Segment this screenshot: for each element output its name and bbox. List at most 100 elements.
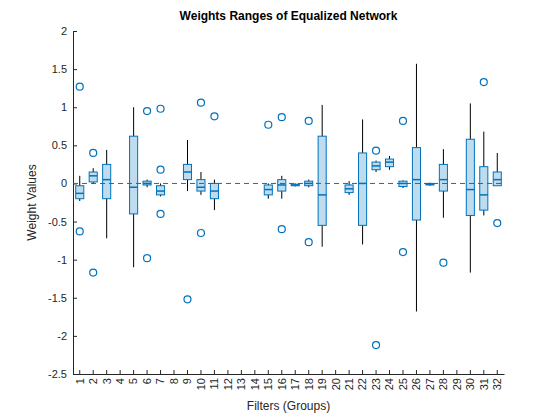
x-tick-label: 30	[464, 378, 476, 390]
upper-whisker	[281, 176, 282, 180]
y-tick-label: 2	[61, 25, 67, 37]
upper-whisker	[443, 149, 444, 164]
x-tick-mark	[295, 370, 296, 374]
median	[345, 188, 353, 190]
x-tick-label: 20	[329, 378, 341, 390]
box	[89, 172, 97, 182]
x-tick: 7	[154, 370, 166, 384]
outlier	[305, 239, 312, 246]
x-tick-mark	[456, 370, 457, 374]
box	[183, 164, 191, 179]
x-tick: 30	[464, 370, 476, 390]
x-tick-label: 24	[383, 378, 395, 390]
box-group	[130, 107, 138, 267]
box	[278, 180, 286, 191]
outlier	[494, 220, 501, 227]
x-tick-mark	[416, 370, 417, 374]
y-tick: 1.5	[52, 63, 77, 75]
x-tick-mark	[120, 370, 121, 374]
box	[399, 181, 407, 186]
box-group	[264, 183, 272, 198]
x-tick-label: 32	[491, 378, 503, 390]
x-tick: 10	[195, 370, 207, 390]
box	[359, 153, 367, 225]
box-group	[183, 140, 191, 191]
box-group	[210, 180, 218, 210]
lower-whisker	[268, 195, 269, 199]
median	[143, 183, 151, 185]
y-axis-title: Weight Values	[25, 164, 39, 240]
x-axis-title: Filters (Groups)	[247, 399, 330, 413]
x-tick: 20	[329, 370, 341, 390]
x-tick: 11	[208, 370, 220, 389]
x-tick-mark	[200, 370, 201, 374]
box	[385, 159, 393, 167]
x-tick-label: 8	[168, 378, 180, 384]
x-tick: 13	[235, 370, 247, 390]
x-tick-mark	[322, 370, 323, 374]
y-tick: -2	[57, 330, 77, 342]
x-tick-mark	[147, 370, 148, 374]
x-tick-label: 3	[101, 378, 113, 384]
outlier	[399, 117, 406, 124]
box	[103, 164, 111, 198]
x-tick: 22	[356, 370, 368, 390]
upper-whisker	[214, 180, 215, 184]
box	[130, 136, 138, 214]
box-group	[493, 153, 501, 186]
median	[426, 183, 434, 185]
x-tick-mark	[483, 370, 484, 374]
box	[345, 185, 353, 193]
lower-whisker	[483, 210, 484, 215]
x-tick-mark	[133, 370, 134, 374]
x-tick-label: 29	[451, 378, 463, 390]
x-tick: 16	[276, 370, 288, 390]
median	[372, 165, 380, 167]
box-group	[291, 183, 299, 186]
y-tick: 2	[61, 25, 77, 37]
box-group	[103, 150, 111, 238]
y-tick-label: -2.5	[48, 368, 67, 380]
x-tick-label: 18	[303, 378, 315, 390]
x-tick-mark	[376, 370, 377, 374]
x-tick-mark	[254, 370, 255, 374]
x-tick-label: 6	[141, 378, 153, 384]
lower-whisker	[362, 225, 363, 244]
outlier	[144, 255, 151, 262]
x-tick: 21	[343, 370, 355, 390]
x-axis-line	[74, 374, 505, 375]
x-tick-mark	[389, 370, 390, 374]
median	[291, 184, 299, 186]
x-tick-mark	[308, 370, 309, 374]
box	[493, 172, 501, 186]
x-tick: 15	[262, 370, 274, 390]
x-tick: 8	[168, 370, 180, 384]
x-tick-label: 7	[154, 378, 166, 384]
box-group	[278, 176, 286, 199]
x-tick-label: 12	[222, 378, 234, 390]
x-tick-label: 1	[74, 378, 86, 384]
x-tick: 14	[249, 370, 261, 390]
box-group	[359, 119, 367, 244]
median	[385, 161, 393, 163]
outlier	[157, 210, 164, 217]
y-tick-mark	[73, 260, 77, 261]
median	[399, 183, 407, 185]
x-tick: 5	[127, 370, 139, 384]
upper-whisker	[79, 176, 80, 186]
outlier	[157, 105, 164, 112]
lower-whisker	[187, 180, 188, 191]
upper-whisker	[322, 105, 323, 136]
x-tick: 9	[181, 370, 193, 384]
x-tick-label: 19	[316, 378, 328, 390]
lower-whisker	[133, 214, 134, 267]
outlier	[76, 228, 83, 235]
box	[197, 180, 205, 191]
median	[318, 194, 326, 196]
y-tick-mark	[73, 298, 77, 299]
x-tick-label: 23	[370, 378, 382, 390]
y-axis: -2.5-2-1.5-1-0.500.511.52	[48, 25, 77, 380]
x-tick-label: 11	[208, 378, 220, 389]
x-tick-label: 5	[127, 378, 139, 384]
outlier	[440, 259, 447, 266]
